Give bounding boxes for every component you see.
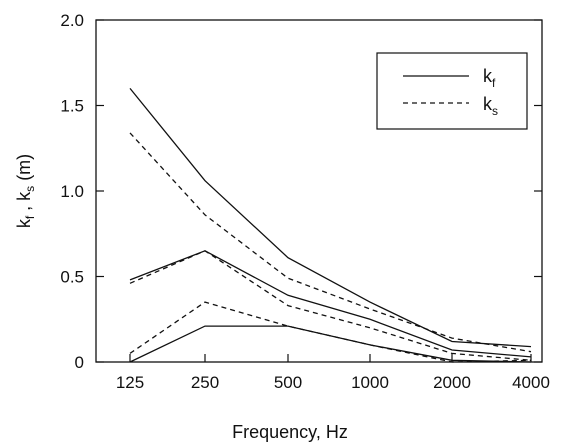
x-tick-label: 4000 <box>512 373 550 392</box>
y-axis-label-part: k <box>14 218 34 228</box>
y-axis-label-part: s <box>23 186 37 192</box>
legend-box <box>376 52 528 130</box>
x-tick-label: 125 <box>116 373 144 392</box>
legend: kf ks <box>376 52 528 130</box>
legend-label-main: k <box>483 66 493 86</box>
y-axis-label: kf , ks (m) <box>14 154 37 228</box>
x-tick-label: 500 <box>274 373 302 392</box>
legend-label-sub: s <box>492 104 498 118</box>
legend-label-main: k <box>483 94 493 114</box>
y-axis-label-part: (m) <box>14 154 34 186</box>
y-tick-label: 1.0 <box>60 182 84 201</box>
x-tick-label: 1000 <box>351 373 389 392</box>
y-tick-label: 2.0 <box>60 11 84 30</box>
series-line-ks-4 <box>129 301 532 363</box>
x-tick-label: 250 <box>191 373 219 392</box>
y-axis: 0 0.5 1.0 1.5 2.0 <box>60 11 542 372</box>
legend-label-kf: kf <box>483 66 496 90</box>
series-group <box>129 87 532 363</box>
legend-label-sub: f <box>492 76 496 90</box>
y-tick-label: 1.5 <box>60 97 84 116</box>
legend-label-ks: ks <box>483 94 498 118</box>
x-axis-label: Frequency, Hz <box>232 422 348 442</box>
series-line-ks-3 <box>129 250 532 361</box>
y-tick-label: 0.5 <box>60 268 84 287</box>
y-axis-label-part: f <box>23 215 37 219</box>
x-axis: 125 250 500 1000 2000 4000 <box>116 354 550 392</box>
series-line-kf-2 <box>129 250 532 358</box>
y-axis-label-part: , k <box>14 191 34 216</box>
series-line-kf-5 <box>129 325 532 363</box>
y-tick-label: 0 <box>75 353 84 372</box>
x-tick-label: 2000 <box>433 373 471 392</box>
series-line-ks-1 <box>129 132 532 353</box>
series-line-kf-0 <box>129 87 532 348</box>
